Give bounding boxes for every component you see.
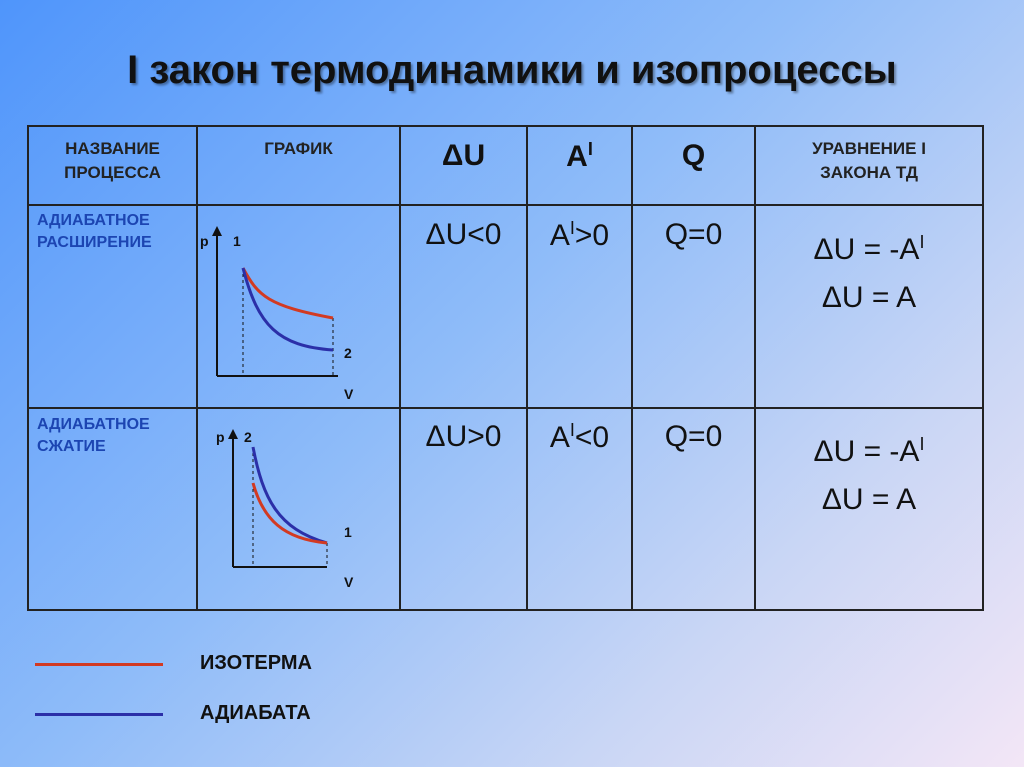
process-name: АДИАБАТНОЕ СЖАТИЕ — [37, 414, 150, 458]
table-border — [27, 407, 984, 409]
graph: p 2 1 V — [216, 429, 354, 590]
process-name: АДИАБАТНОЕ РАСШИРЕНИЕ — [37, 210, 152, 254]
table-border — [27, 609, 984, 611]
header-cell: AI — [528, 139, 631, 174]
header-cell: УРАВНЕНИЕ I ЗАКОНА ТД — [756, 137, 982, 185]
legend-label: ИЗОТЕРМА — [200, 652, 312, 674]
work-text: <0 — [574, 421, 610, 454]
axis-label: p — [200, 233, 209, 249]
work-text: >0 — [574, 219, 610, 252]
graph: p 1 2 V — [200, 226, 354, 402]
equation-sup: I — [919, 232, 925, 252]
equation-line: ΔU = -AI — [756, 218, 982, 274]
work: AI>0 — [528, 218, 631, 253]
equation-line: ΔU = -AI — [756, 420, 982, 476]
header-text: НАЗВАНИЕ — [65, 139, 160, 158]
equation-sup: I — [919, 434, 925, 454]
table-border — [27, 125, 29, 611]
axis-label: V — [344, 386, 354, 402]
point-label: 1 — [344, 524, 352, 540]
work-sup: I — [569, 218, 575, 238]
title: I закон термодинамики и изопроцессы — [127, 48, 897, 92]
table-border — [982, 125, 984, 611]
work-sup: I — [569, 420, 575, 440]
legend-label: АДИАБАТА — [200, 702, 311, 724]
table-border — [196, 125, 198, 611]
table-border — [27, 204, 984, 206]
process-name-line: СЖАТИЕ — [37, 438, 106, 455]
equation: ΔU = -AI ΔU = A — [756, 420, 982, 524]
table-border — [526, 125, 528, 611]
process-name-line: АДИАБАТНОЕ — [37, 416, 150, 433]
equation-text: ΔU = -A — [813, 435, 920, 468]
legend-swatch — [35, 663, 163, 666]
header-text: A — [566, 140, 588, 173]
process-name-line: РАСШИРЕНИЕ — [37, 234, 152, 251]
arrow — [212, 226, 222, 236]
point-label: 1 — [233, 233, 241, 249]
isotherm-curve — [241, 267, 334, 320]
header-cell: ΔU — [441, 139, 486, 172]
work-text: A — [549, 421, 570, 454]
header-text: ЗАКОНА ТД — [820, 163, 918, 182]
heat: Q=0 — [664, 218, 723, 251]
equation-line: ΔU = A — [821, 281, 917, 314]
delta-u: ΔU<0 — [425, 218, 502, 251]
process-name-line: АДИАБАТНОЕ — [37, 212, 150, 229]
table-border — [754, 125, 756, 611]
axis-label: V — [344, 574, 354, 590]
point-label: 2 — [344, 345, 352, 361]
work: AI<0 — [528, 420, 631, 455]
header-cell: Q — [681, 139, 706, 172]
legend-swatch — [35, 713, 163, 716]
table-border — [399, 125, 401, 611]
point-label: 2 — [244, 429, 252, 445]
axis-label: p — [216, 429, 225, 445]
adiabat-curve — [241, 267, 334, 352]
table-border — [27, 125, 984, 127]
header-text: ПРОЦЕССА — [64, 163, 161, 182]
arrow — [228, 429, 238, 439]
table-border — [631, 125, 633, 611]
delta-u: ΔU>0 — [425, 420, 502, 453]
isotherm-curve — [251, 482, 328, 545]
equation-line: ΔU = A — [821, 483, 917, 516]
equation: ΔU = -AI ΔU = A — [756, 218, 982, 322]
header-cell: ГРАФИК — [264, 139, 333, 158]
work-text: A — [549, 219, 570, 252]
header-cell: НАЗВАНИЕ ПРОЦЕССА — [29, 137, 196, 185]
header-sup: I — [587, 139, 593, 159]
heat: Q=0 — [664, 420, 723, 453]
header-text: УРАВНЕНИЕ I — [812, 139, 926, 158]
adiabat-curve — [251, 446, 328, 545]
equation-text: ΔU = -A — [813, 233, 920, 266]
